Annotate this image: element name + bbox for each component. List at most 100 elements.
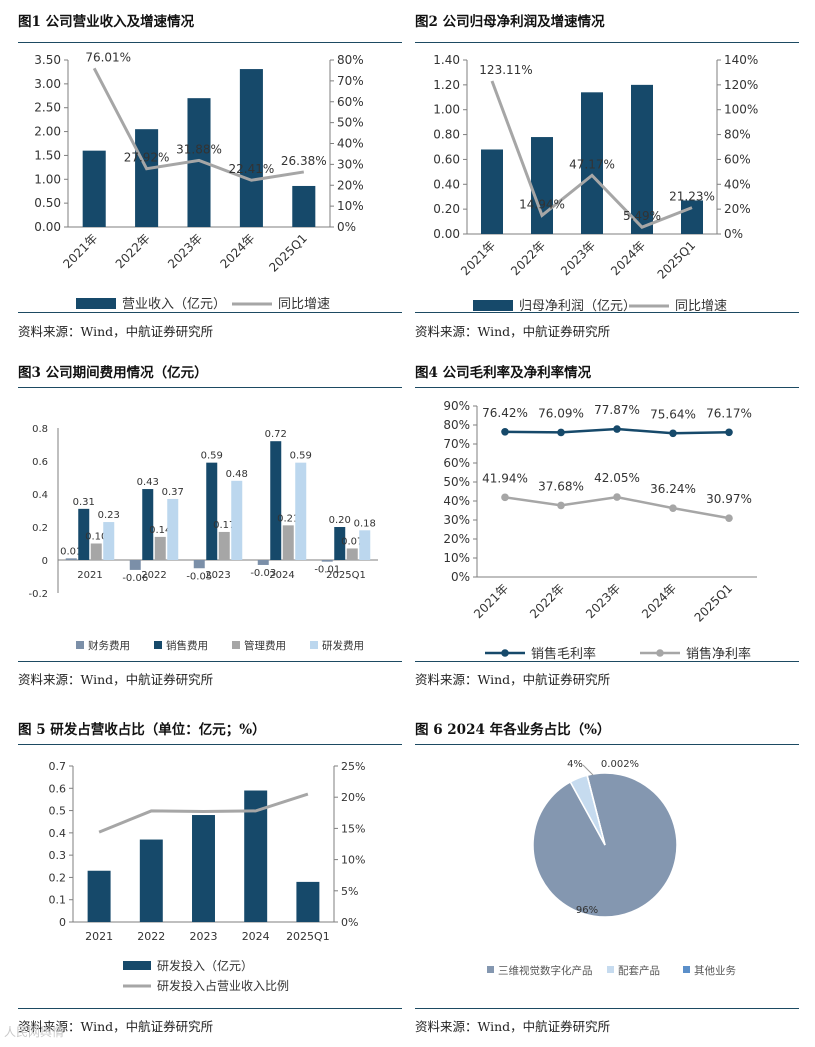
leader-line bbox=[582, 764, 594, 776]
legend-label: 三维视觉数字化产品 bbox=[498, 964, 593, 977]
bar bbox=[87, 870, 111, 922]
chart-title: 图2 公司归母净利润及增速情况 bbox=[415, 14, 605, 30]
chart-source: 资料来源：Wind，中航证券研究所 bbox=[18, 324, 214, 339]
bar bbox=[270, 441, 282, 560]
chart-source: 资料来源：Wind，中航证券研究所 bbox=[415, 1019, 611, 1034]
y-tick-label: 0.60 bbox=[433, 152, 460, 166]
title-rule bbox=[415, 387, 799, 388]
x-tick-label: 2024 bbox=[269, 570, 294, 581]
bar bbox=[65, 558, 77, 560]
pie-slice bbox=[586, 774, 606, 846]
y-tick-label: 60% bbox=[443, 456, 470, 470]
bar bbox=[531, 137, 553, 234]
title-rule bbox=[18, 744, 402, 745]
x-tick-label: 2022年 bbox=[113, 231, 153, 271]
legend-swatch-bar bbox=[123, 961, 151, 970]
bar bbox=[218, 531, 230, 560]
bar bbox=[292, 185, 316, 227]
chart-5-canvas: 0 0.1 0.2 0.3 0.4 0.5 0.6 0.7 0% 5% 10% 15% 20% 25% 20… bbox=[49, 760, 366, 993]
legend-swatch-marker bbox=[656, 649, 664, 657]
data-label: 4% bbox=[567, 759, 583, 770]
data-label: 0.48 bbox=[226, 469, 248, 480]
y-tick-label: 1.40 bbox=[433, 53, 460, 67]
title-rule bbox=[18, 387, 402, 388]
data-label: 0.43 bbox=[137, 477, 159, 488]
series-line bbox=[98, 792, 309, 834]
data-label: 76.17% bbox=[706, 406, 752, 420]
data-label: 75.64% bbox=[650, 407, 696, 421]
bar bbox=[206, 462, 218, 560]
y-tick-label: 0.40 bbox=[433, 177, 460, 191]
legend-swatch bbox=[232, 641, 240, 649]
y2-tick-label: 15% bbox=[341, 822, 365, 835]
data-point bbox=[669, 504, 677, 512]
x-tick-label: 2022年 bbox=[508, 238, 548, 278]
y-tick-label: 3.00 bbox=[34, 77, 61, 91]
y-tick-label: 0.20 bbox=[433, 202, 460, 216]
y2-tick-label: 50% bbox=[337, 116, 364, 130]
y2-tick-label: 0% bbox=[337, 220, 356, 234]
data-label: 0.37 bbox=[162, 487, 184, 498]
data-label: 0.14 bbox=[149, 525, 171, 536]
source-rule bbox=[18, 661, 402, 662]
y-tick-label: 40% bbox=[443, 494, 470, 508]
y-tick-label: 0.6 bbox=[49, 782, 67, 795]
legend-swatch-marker bbox=[501, 649, 509, 657]
y-tick-label: 2.00 bbox=[34, 125, 61, 139]
data-label: 0.23 bbox=[98, 510, 120, 521]
y-tick-label: 1.00 bbox=[433, 103, 460, 117]
y2-tick-label: 80% bbox=[724, 128, 751, 142]
bar bbox=[231, 480, 243, 560]
bar bbox=[296, 881, 320, 922]
chart-2-canvas: 0.00 0.20 0.40 0.60 0.80 1.00 1.20 1.40 0% 20% 40%… bbox=[433, 53, 758, 314]
data-label: 21.23% bbox=[669, 190, 715, 204]
y-tick-label: 0% bbox=[451, 570, 470, 584]
y-tick-label: 80% bbox=[443, 418, 470, 432]
y-tick-label: 0.1 bbox=[49, 894, 67, 907]
y-tick-label: -0.2 bbox=[28, 589, 48, 600]
bar bbox=[581, 92, 603, 234]
x-tick-label: 2025Q1 bbox=[692, 581, 736, 625]
bar bbox=[321, 560, 333, 562]
y-tick-label: 2.50 bbox=[34, 101, 61, 115]
data-point bbox=[557, 501, 565, 510]
source-rule bbox=[415, 1008, 799, 1009]
legend-label: 营业收入（亿元） bbox=[122, 297, 226, 312]
x-tick-label: 2023年 bbox=[165, 231, 205, 271]
data-label: 0.31 bbox=[73, 497, 95, 508]
y-tick-label: 0.4 bbox=[32, 490, 48, 501]
data-label: 96% bbox=[576, 905, 598, 916]
legend-swatch bbox=[607, 966, 614, 973]
data-label: 0.21 bbox=[277, 513, 299, 524]
data-point bbox=[725, 428, 733, 437]
data-label: 76.01% bbox=[85, 50, 131, 64]
title-rule bbox=[415, 42, 799, 43]
legend-label: 销售毛利率 bbox=[531, 646, 596, 662]
data-label: -0.06 bbox=[122, 573, 148, 584]
x-tick-label: 2022年 bbox=[527, 581, 567, 621]
legend-swatch bbox=[154, 641, 162, 649]
legend-label: 研发投入占营业收入比例 bbox=[157, 978, 289, 993]
data-label: 0.20 bbox=[329, 515, 351, 526]
legend-label: 其他业务 bbox=[694, 964, 736, 977]
title-rule bbox=[18, 42, 402, 43]
y2-tick-label: 40% bbox=[337, 137, 364, 151]
y-tick-label: 0.6 bbox=[32, 457, 48, 468]
legend-label: 销售费用 bbox=[166, 639, 208, 652]
legend-label: 配套产品 bbox=[618, 964, 660, 977]
data-label: 47.17% bbox=[569, 157, 615, 171]
y-tick-label: 0.5 bbox=[49, 805, 67, 818]
chart-6-canvas: 96% 4% 0.002% 三维视觉数字化产品 配套产品 其他业务 bbox=[487, 759, 736, 977]
data-label: 76.09% bbox=[538, 406, 584, 420]
data-label: -0.05 bbox=[186, 571, 212, 582]
x-tick-label: 2023年 bbox=[583, 581, 623, 621]
legend-swatch-bar bbox=[473, 300, 513, 311]
y-tick-label: 1.50 bbox=[34, 148, 61, 162]
bar bbox=[154, 536, 166, 560]
y2-tick-label: 5% bbox=[341, 885, 358, 898]
x-tick-label: 2024年 bbox=[608, 238, 648, 278]
legend-label: 同比增速 bbox=[675, 299, 727, 314]
y2-tick-label: 30% bbox=[337, 157, 364, 171]
data-point bbox=[613, 425, 621, 433]
y2-tick-label: 25% bbox=[341, 760, 365, 773]
